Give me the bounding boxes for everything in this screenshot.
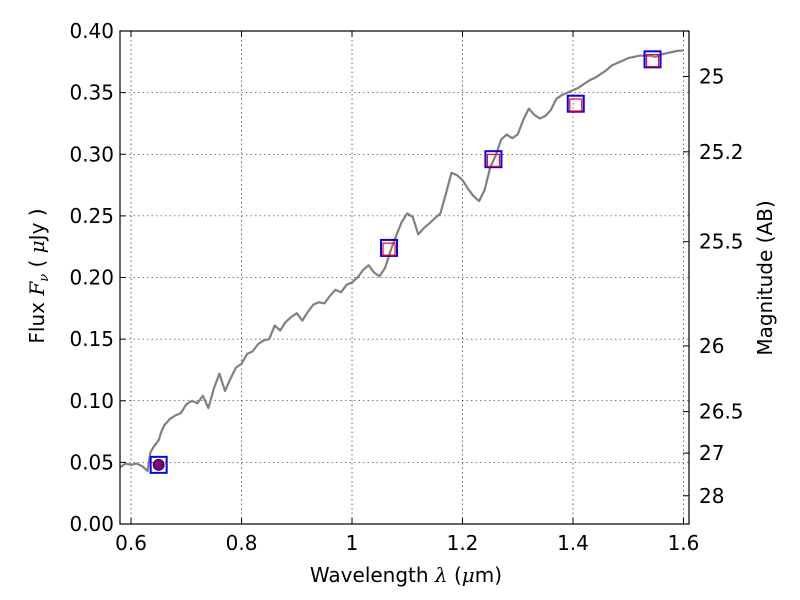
y-axis-label: Flux Fν ( μJy ): [25, 208, 52, 343]
x-tick-label: 1.2: [447, 531, 479, 555]
plot-area: [120, 49, 684, 474]
observed-flux-square: [643, 50, 662, 69]
y-tick-label: 0.20: [69, 266, 114, 290]
observed-flux-square: [566, 94, 585, 113]
y-tick-label: 0.30: [69, 142, 114, 166]
y-tick-label: 0.15: [69, 327, 114, 351]
y-tick-label: 0.35: [69, 81, 114, 105]
y-tick-label: 0.05: [69, 450, 114, 474]
plot-series: [120, 49, 684, 474]
x-tick-label: 1.6: [668, 531, 700, 555]
y2-tick-label: 26.5: [699, 400, 744, 424]
y-tick-label: 0.10: [69, 389, 114, 413]
y-tick-label: 0.25: [69, 204, 114, 228]
observed-flux-square: [149, 455, 168, 474]
x-tick-label: 0.8: [226, 531, 258, 555]
y2-tick-label: 28: [699, 484, 724, 508]
y2-tick-label: 25: [699, 64, 724, 88]
y-tick-label: 0.40: [69, 19, 114, 43]
x-tick-label: 1: [346, 531, 359, 555]
y2-tick-label: 25.2: [699, 140, 744, 164]
model-flux-square: [645, 53, 660, 68]
y2-tick-label: 27: [699, 441, 724, 465]
y2-axis-label: Magnitude (AB): [753, 200, 777, 355]
x-tick-label: 1.4: [557, 531, 589, 555]
y2-tick-label: 25.5: [699, 230, 744, 254]
model-spectrum-line: [120, 49, 684, 473]
model-flux-square: [486, 153, 501, 168]
observed-flux-square: [380, 238, 399, 257]
y-tick-label: 0.00: [69, 512, 114, 536]
axis-ticks: [120, 30, 689, 525]
grid-lines: [120, 30, 689, 525]
observed-flux-square: [484, 150, 503, 169]
detection-point: [152, 458, 165, 471]
y2-tick-label: 26: [699, 334, 724, 358]
model-flux-square: [382, 242, 396, 256]
model-flux-square: [569, 98, 583, 112]
x-tick-label: 0.6: [115, 531, 147, 555]
x-axis-label: Wavelength λ (μm): [310, 563, 502, 587]
tick-labels: 0.6 0.8 1 1.2 1.4 1.6 0.00 0.05 0.10 0.15 0.20 0.25…: [69, 19, 743, 555]
